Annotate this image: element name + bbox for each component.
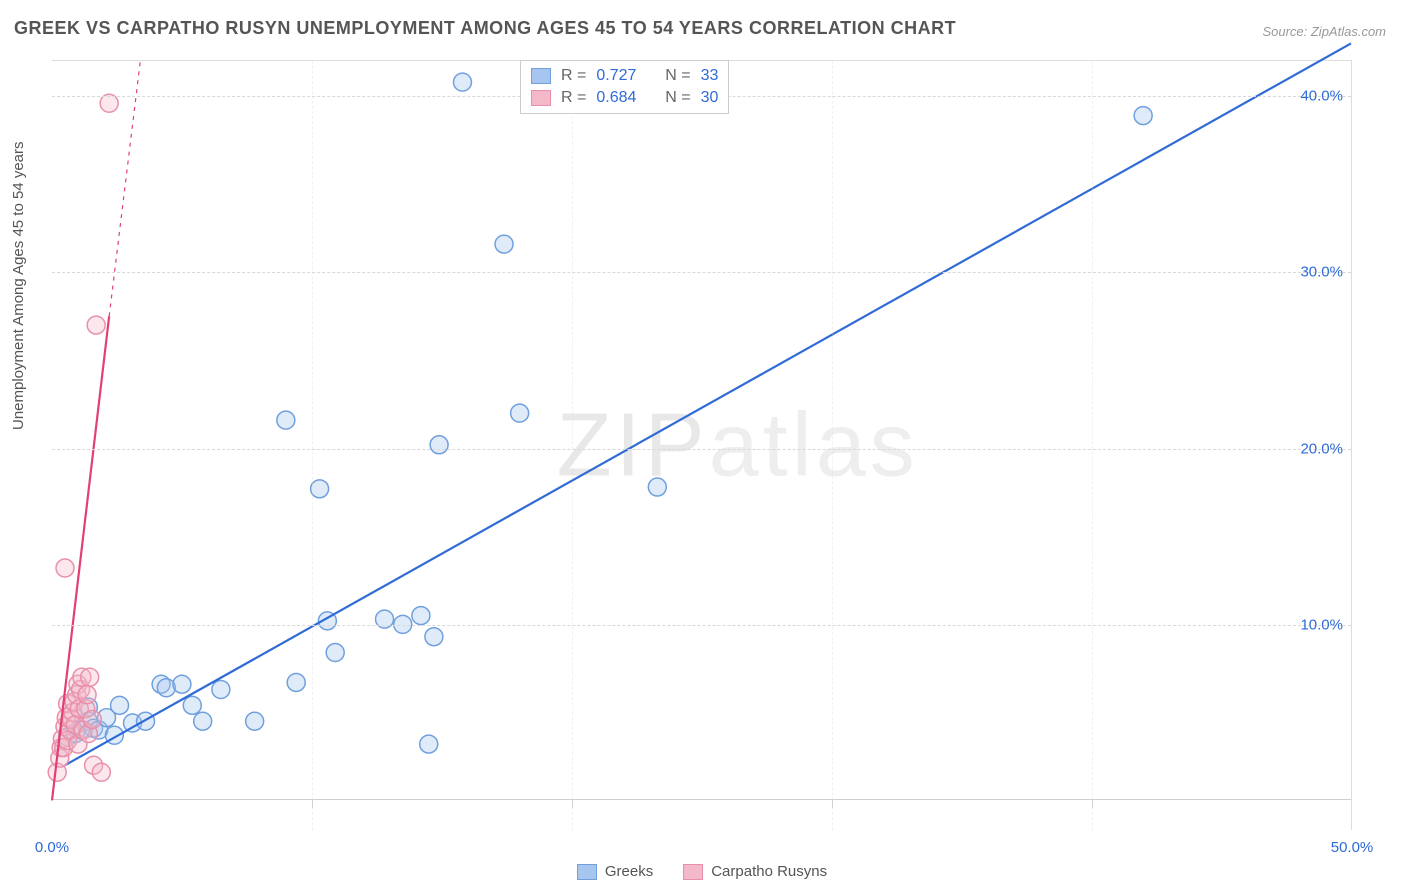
x-tick-label: 0.0% — [35, 839, 69, 856]
swatch-carpatho — [531, 90, 551, 106]
n-label: N = — [665, 67, 690, 85]
y-axis-label: Unemployment Among Ages 45 to 54 years — [10, 141, 27, 430]
plot-area: ZIPatlas 10.0%20.0%30.0%40.0%0.0%50.0% — [52, 60, 1352, 830]
stats-row-greeks: R = 0.727 N = 33 — [531, 65, 718, 87]
legend-label-greeks: Greeks — [605, 863, 653, 880]
svg-layer — [52, 61, 1351, 830]
stats-legend-box: R = 0.727 N = 33 R = 0.684 N = 30 — [520, 60, 729, 114]
legend-item-greeks: Greeks — [577, 863, 653, 880]
y-tick-label: 20.0% — [1300, 440, 1343, 457]
chart-container: GREEK VS CARPATHO RUSYN UNEMPLOYMENT AMO… — [0, 0, 1406, 892]
n-label: N = — [665, 89, 690, 107]
legend-label-carpatho: Carpatho Rusyns — [711, 863, 827, 880]
n-value-greeks: 33 — [701, 67, 719, 85]
stats-row-carpatho: R = 0.684 N = 30 — [531, 87, 718, 109]
bottom-legend: Greeks Carpatho Rusyns — [52, 863, 1352, 880]
swatch-greeks — [531, 68, 551, 84]
swatch-greeks-icon — [577, 864, 597, 880]
r-value-greeks: 0.727 — [596, 67, 636, 85]
y-tick-label: 40.0% — [1300, 88, 1343, 105]
legend-item-carpatho: Carpatho Rusyns — [683, 863, 827, 880]
r-label: R = — [561, 89, 586, 107]
swatch-carpatho-icon — [683, 864, 703, 880]
source-attribution: Source: ZipAtlas.com — [1262, 24, 1386, 39]
chart-title: GREEK VS CARPATHO RUSYN UNEMPLOYMENT AMO… — [14, 18, 956, 39]
y-tick-label: 10.0% — [1300, 616, 1343, 633]
r-value-carpatho: 0.684 — [596, 89, 636, 107]
n-value-carpatho: 30 — [701, 89, 719, 107]
y-tick-label: 30.0% — [1300, 264, 1343, 281]
r-label: R = — [561, 67, 586, 85]
x-tick-label: 50.0% — [1331, 839, 1374, 856]
